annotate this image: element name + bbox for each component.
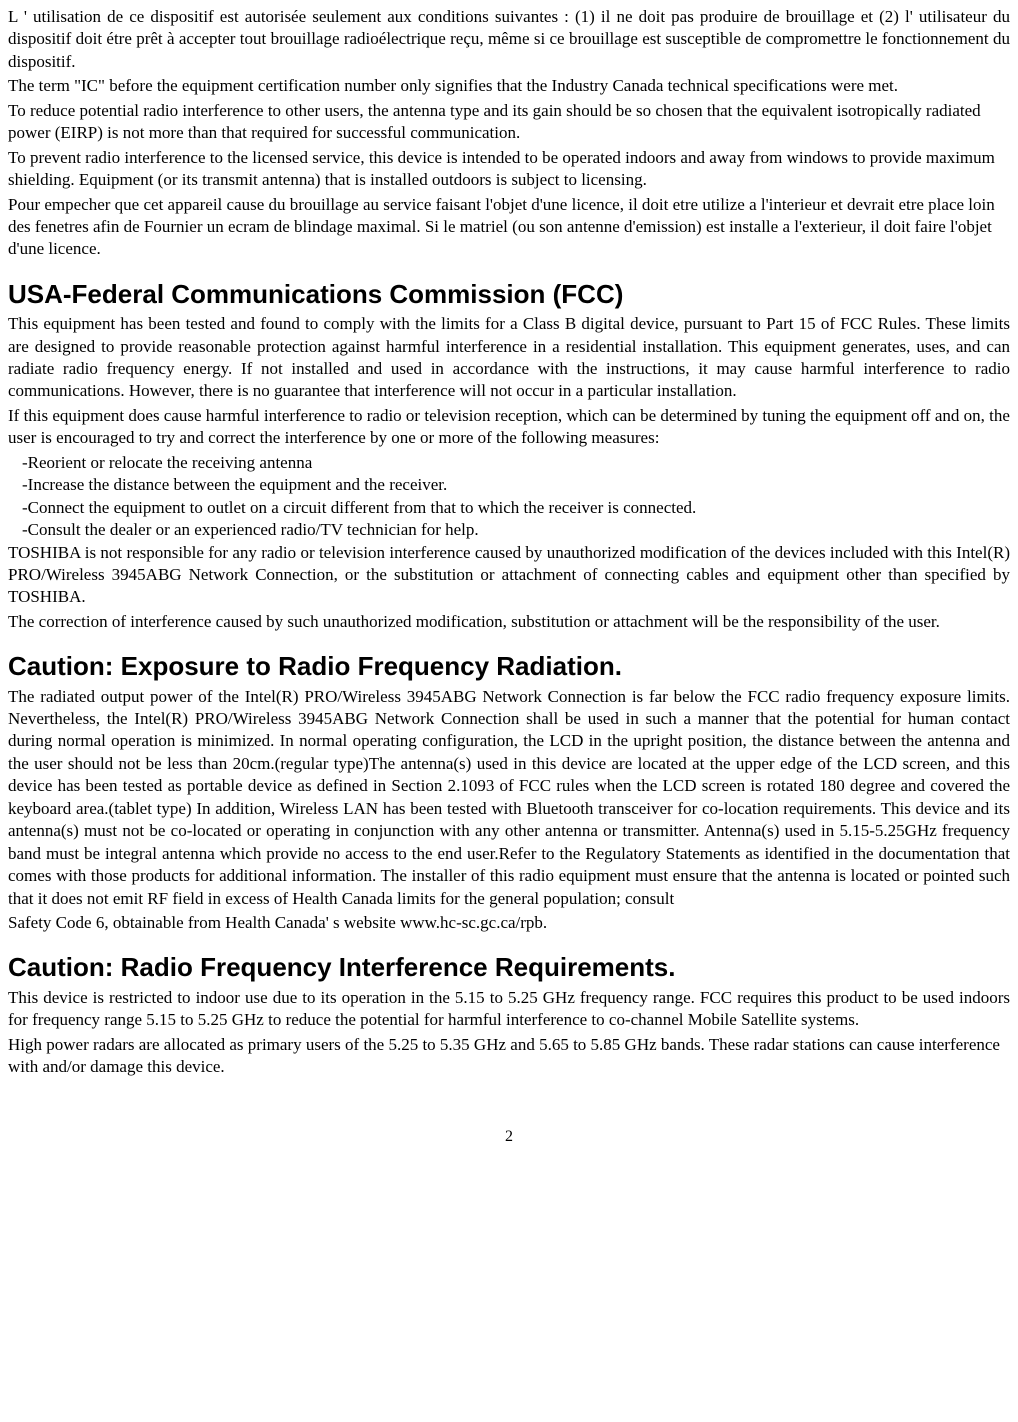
intro-paragraph-1: L ' utilisation de ce dispositif est aut… — [8, 6, 1010, 73]
intro-paragraph-2: The term "IC" before the equipment certi… — [8, 75, 1010, 97]
fcc-bullet-1: -Reorient or relocate the receiving ante… — [8, 452, 1010, 474]
rfrad-paragraph-2: Safety Code 6, obtainable from Health Ca… — [8, 912, 1010, 934]
fcc-paragraph-3: TOSHIBA is not responsible for any radio… — [8, 542, 1010, 609]
intro-paragraph-4: To prevent radio interference to the lic… — [8, 147, 1010, 192]
intro-paragraph-3: To reduce potential radio interference t… — [8, 100, 1010, 145]
fcc-bullet-4: -Consult the dealer or an experienced ra… — [8, 519, 1010, 541]
fcc-bullet-3: -Connect the equipment to outlet on a ci… — [8, 497, 1010, 519]
fcc-paragraph-4: The correction of interference caused by… — [8, 611, 1010, 633]
fcc-paragraph-1: This equipment has been tested and found… — [8, 313, 1010, 403]
fcc-paragraph-2: If this equipment does cause harmful int… — [8, 405, 1010, 450]
rfi-paragraph-1: This device is restricted to indoor use … — [8, 987, 1010, 1032]
rfrad-heading: Caution: Exposure to Radio Frequency Rad… — [8, 649, 1010, 683]
fcc-heading: USA-Federal Communications Commission (F… — [8, 277, 1010, 311]
rfi-paragraph-2: High power radars are allocated as prima… — [8, 1034, 1010, 1079]
fcc-bullet-2: -Increase the distance between the equip… — [8, 474, 1010, 496]
intro-paragraph-5: Pour empecher que cet appareil cause du … — [8, 194, 1010, 261]
page-number: 2 — [8, 1126, 1010, 1147]
rfi-heading: Caution: Radio Frequency Interference Re… — [8, 950, 1010, 984]
rfrad-paragraph-1: The radiated output power of the Intel(R… — [8, 686, 1010, 910]
